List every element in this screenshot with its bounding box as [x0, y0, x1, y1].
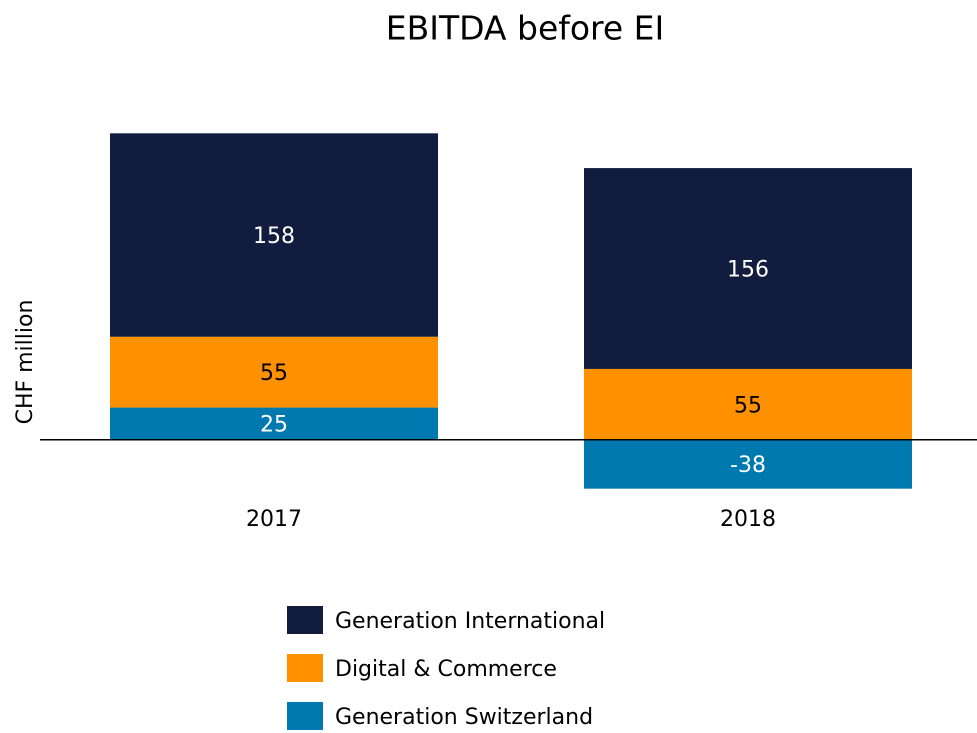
data-label: 55	[734, 393, 762, 418]
bar-segment	[584, 368, 912, 440]
x-tick-label: 2018	[720, 507, 776, 532]
bar-segment	[110, 336, 438, 408]
legend-label: Digital & Commerce	[335, 657, 557, 682]
data-label: 156	[727, 258, 769, 283]
bar-segment	[110, 407, 438, 440]
y-axis-label: CHF million	[13, 300, 38, 425]
legend-swatch	[287, 702, 323, 730]
data-label: -38	[730, 453, 766, 478]
legend-swatch	[287, 606, 323, 634]
chart-title: EBITDA before EI	[386, 9, 665, 48]
data-label: 55	[260, 361, 288, 386]
legend-label: Generation Switzerland	[335, 705, 593, 730]
data-label: 158	[253, 224, 295, 249]
legend-label: Generation International	[335, 609, 605, 634]
bar-segment	[584, 168, 912, 369]
bar-segment	[584, 439, 912, 489]
data-label: 25	[260, 413, 288, 438]
x-tick-label: 2017	[246, 507, 302, 532]
bar-segment	[110, 133, 438, 337]
legend-swatch	[287, 654, 323, 682]
